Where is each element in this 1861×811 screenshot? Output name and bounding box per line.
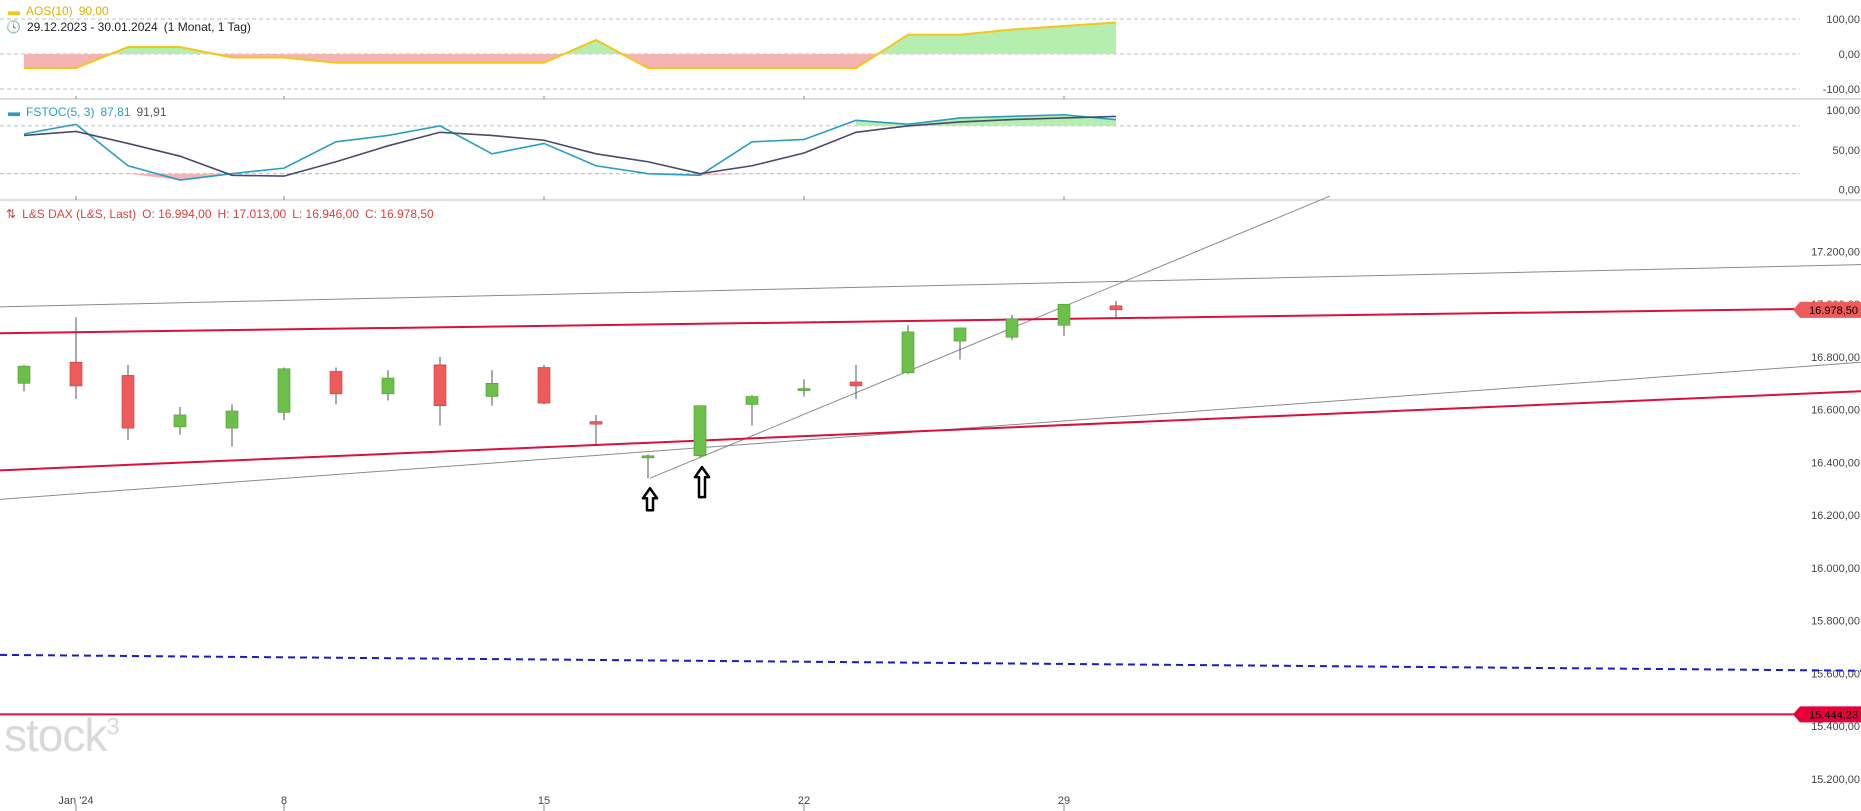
aos-area [336, 54, 388, 63]
fstoc-legend-d: 91,91 [136, 105, 167, 119]
ohlc-close: C: 16.978,50 [364, 207, 434, 221]
ohlc-open: O: 16.994,00 [142, 207, 212, 221]
aos-legend-swatch-icon: ▬ [8, 4, 20, 18]
price-legend: ⇅ L&S DAX (L&S, Last) O: 16.994,00 H: 17.01… [6, 207, 440, 221]
x-tick-label: Jan '24 [58, 795, 93, 807]
candle-up [485, 383, 499, 397]
aos-area [440, 54, 492, 63]
price-y-tick-label: 16.400,00 [1811, 457, 1860, 469]
candle-down [329, 371, 343, 395]
candle-up [173, 414, 187, 428]
aos-area [388, 54, 440, 63]
aos-legend-value: 90,00 [78, 4, 109, 18]
fstoc-legend-swatch-icon: ▬ [8, 105, 20, 119]
price-tag-label: 15.444,23 [1809, 709, 1858, 721]
candle-up [797, 388, 811, 391]
aos-area [804, 54, 856, 68]
candle-up [17, 365, 31, 384]
fstoc-d-line [23, 115, 1117, 177]
fstoc-k-line [23, 113, 1117, 181]
support-line [0, 390, 1861, 472]
date-range: 29.12.2023 - 30.01.2024 [26, 20, 158, 34]
candle-down [1109, 305, 1123, 311]
price-y-tick-label: 16.000,00 [1811, 563, 1860, 575]
aos-area [752, 54, 804, 68]
period: (1 Monat, 1 Tag) [163, 20, 251, 34]
aos-area [960, 29, 1012, 54]
aos-legend: ▬ AOS(10) 90,00 [8, 4, 115, 18]
upper-trend-line [0, 264, 1861, 308]
up-arrow-icon [641, 486, 659, 512]
x-tick-label: 8 [281, 795, 287, 807]
candle-down [121, 375, 135, 429]
instrument-name: L&S DAX (L&S, Last) [22, 207, 137, 221]
candle-up [277, 368, 291, 413]
x-tick-label: 22 [798, 795, 810, 807]
resistance-line [0, 307, 1861, 335]
candle-up [1005, 318, 1019, 338]
ohlc-high: H: 17.013,00 [217, 207, 287, 221]
aos-area [492, 54, 544, 63]
dashed-trend-line [0, 653, 1861, 672]
candle-up [745, 396, 759, 405]
candle-up [381, 377, 395, 395]
candle-down [537, 367, 551, 404]
aos-area [128, 47, 180, 54]
steep-trend-line [649, 195, 1331, 479]
price-y-tick-label: 15.400,00 [1811, 721, 1860, 733]
candle-up [953, 327, 967, 342]
fstoc-y-tick-label: 100,00 [1826, 105, 1860, 117]
price-y-tick-label: 17.200,00 [1811, 246, 1860, 258]
fstoc-legend-k: 87,81 [100, 105, 131, 119]
aos-area [700, 54, 752, 68]
price-y-tick-label: 16.800,00 [1811, 352, 1860, 364]
candle-down [69, 361, 83, 387]
candle-up [225, 410, 239, 429]
price-y-tick-label: 15.200,00 [1811, 774, 1860, 786]
candlestick-icon: ⇅ [6, 207, 17, 221]
aos-y-tick-label: 100,00 [1826, 14, 1860, 26]
candle-down [589, 421, 603, 425]
x-tick-label: 29 [1058, 795, 1070, 807]
price-tag-label: 16.978,50 [1809, 305, 1858, 317]
price-tag [1793, 301, 1861, 318]
fstoc-oversold-area [128, 173, 180, 181]
fstoc-legend: ▬ FSTOC(5, 3) 87,81 91,91 [8, 105, 173, 119]
ohlc-low: L: 16.946,00 [292, 207, 359, 221]
stock3-watermark-logo: stock3 [4, 709, 120, 761]
aos-line [24, 21, 1117, 69]
aos-area [908, 34, 960, 54]
price-y-tick-label: 15.600,00 [1811, 668, 1860, 680]
x-tick-label: 15 [538, 795, 550, 807]
aos-area [648, 54, 700, 68]
fstoc-oversold-area [700, 173, 752, 176]
aos-area [1012, 26, 1064, 54]
candle-up [901, 331, 915, 374]
aos-area [24, 54, 76, 68]
candle-up [693, 405, 707, 457]
up-arrow-icon [693, 465, 711, 499]
candle-up [641, 455, 655, 459]
candle-down [849, 381, 863, 387]
price-tag [1793, 706, 1861, 723]
price-y-tick-label: 16.600,00 [1811, 405, 1860, 417]
candle-up [1057, 303, 1071, 326]
price-y-tick-label: 15.800,00 [1811, 616, 1860, 628]
aos-legend-name: AOS(10) [26, 4, 73, 18]
fstoc-y-tick-label: 50,00 [1832, 145, 1860, 157]
fstoc-legend-name: FSTOC(5, 3) [26, 105, 95, 119]
aos-y-tick-label: -100,00 [1823, 84, 1860, 96]
date-range-bar[interactable]: 🕓 29.12.2023 - 30.01.2024 (1 Monat, 1 Tag) [6, 20, 257, 34]
aos-y-tick-label: 0,00 [1839, 49, 1860, 61]
aos-area [1064, 22, 1116, 54]
fstoc-y-tick-label: 0,00 [1839, 185, 1860, 197]
price-y-tick-label: 16.200,00 [1811, 510, 1860, 522]
candle-down [433, 364, 447, 407]
clock-icon: 🕓 [6, 20, 21, 34]
